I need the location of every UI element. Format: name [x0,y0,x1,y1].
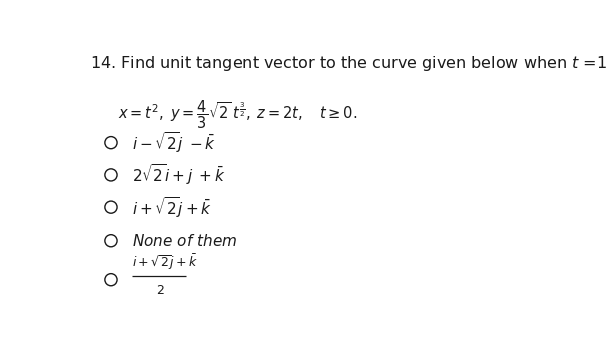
Text: $x = t^2, \; y = \dfrac{4}{3}\sqrt{2}\, t^{\frac{3}{2}}, \; z = 2t, \quad t \geq: $x = t^2, \; y = \dfrac{4}{3}\sqrt{2}\, … [118,98,358,131]
Text: $i + \sqrt{2}j + \bar{k}$: $i + \sqrt{2}j + \bar{k}$ [132,252,198,272]
Text: $\mathit{None\ of\ them}$: $\mathit{None\ of\ them}$ [132,233,238,249]
Text: $2\sqrt{2}i + j \; + \bar{k}$: $2\sqrt{2}i + j \; + \bar{k}$ [132,162,226,187]
Text: $2$: $2$ [156,284,164,297]
Text: $i + \sqrt{2}j + \bar{k}$: $i + \sqrt{2}j + \bar{k}$ [132,195,212,220]
Text: 14. Find unit tangent vector to the curve given below when $t$ =1.: 14. Find unit tangent vector to the curv… [90,54,606,73]
Text: $i - \sqrt{2}j \; - \bar{k}$: $i - \sqrt{2}j \; - \bar{k}$ [132,130,216,155]
